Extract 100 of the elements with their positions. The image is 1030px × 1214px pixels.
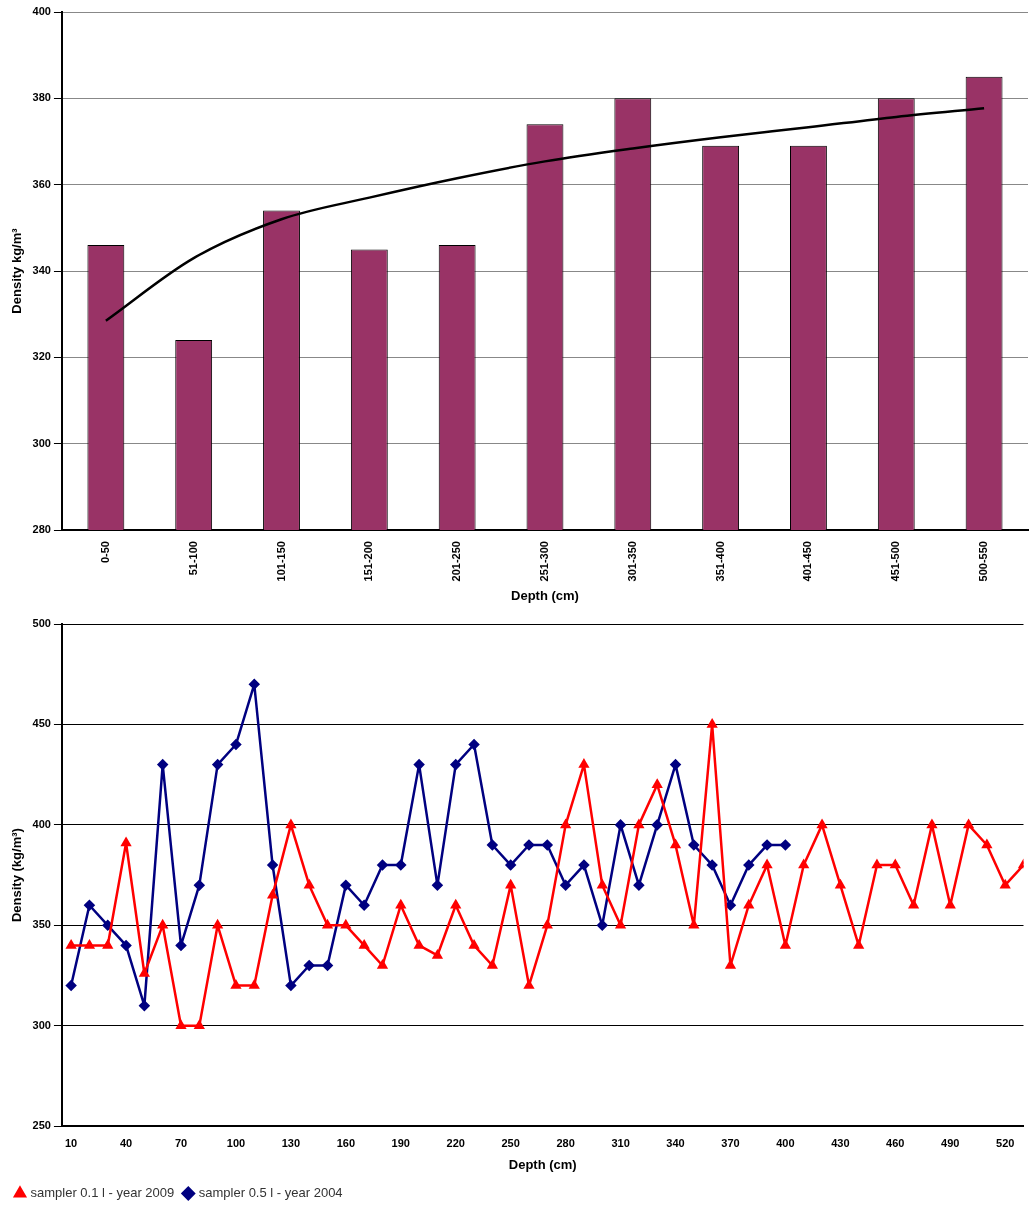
legend-label: sampler 0.5 l - year 2004 bbox=[198, 1185, 343, 1201]
legend-label: sampler 0.1 l - year 2009 bbox=[30, 1185, 175, 1201]
point bbox=[249, 980, 259, 989]
x-tick-label: 301-350 bbox=[625, 541, 638, 582]
x-tick-label: 340 bbox=[666, 1136, 685, 1149]
point bbox=[524, 980, 534, 989]
x-tick-label: 280 bbox=[556, 1136, 575, 1149]
point bbox=[799, 859, 809, 869]
point bbox=[908, 899, 919, 909]
point bbox=[542, 839, 553, 851]
point bbox=[725, 899, 736, 911]
y-tick-label: 280 bbox=[32, 523, 51, 536]
x-tick-label: 401-450 bbox=[801, 541, 814, 582]
point bbox=[651, 819, 663, 831]
point bbox=[359, 940, 369, 949]
x-tick-label: 130 bbox=[281, 1136, 301, 1149]
x-tick-label: 500-550 bbox=[977, 541, 990, 582]
point bbox=[706, 859, 718, 871]
x-tick-label: 351-400 bbox=[713, 541, 726, 582]
x-tick-label: 100 bbox=[226, 1136, 246, 1149]
point bbox=[194, 1020, 205, 1030]
point bbox=[725, 960, 736, 969]
point bbox=[890, 859, 901, 869]
point bbox=[249, 679, 260, 690]
point bbox=[597, 879, 607, 889]
x-tick-label: 201-250 bbox=[450, 541, 463, 582]
point bbox=[285, 980, 297, 991]
point bbox=[578, 859, 590, 871]
point bbox=[762, 859, 772, 869]
point bbox=[66, 940, 76, 949]
point bbox=[542, 920, 553, 929]
point bbox=[817, 819, 827, 829]
y-tick-label: 250 bbox=[32, 1119, 51, 1132]
point bbox=[102, 920, 113, 931]
point bbox=[963, 819, 974, 829]
y-tick-label: 300 bbox=[32, 1018, 51, 1031]
point bbox=[615, 819, 626, 831]
point bbox=[487, 960, 498, 969]
x-tick-label: 10 bbox=[64, 1136, 78, 1149]
point bbox=[780, 940, 791, 949]
point bbox=[139, 968, 150, 977]
point bbox=[615, 920, 626, 929]
point bbox=[194, 879, 205, 891]
point bbox=[468, 739, 480, 750]
point bbox=[267, 889, 278, 899]
point bbox=[139, 1000, 150, 1011]
point bbox=[945, 899, 955, 909]
point bbox=[121, 837, 131, 847]
x-tick-label: 70 bbox=[174, 1136, 188, 1149]
point bbox=[120, 940, 132, 951]
point bbox=[377, 960, 388, 969]
y-tick-label: 320 bbox=[32, 350, 51, 363]
point bbox=[761, 839, 773, 851]
point bbox=[176, 1020, 186, 1030]
point bbox=[340, 879, 352, 891]
x-tick-label: 460 bbox=[886, 1136, 905, 1149]
y-tick-label: 400 bbox=[32, 5, 51, 18]
point bbox=[780, 839, 791, 851]
point bbox=[633, 879, 645, 891]
y-tick-label: 380 bbox=[32, 91, 51, 104]
x-tick-label: 40 bbox=[119, 1136, 133, 1149]
point bbox=[670, 759, 681, 770]
point bbox=[230, 739, 242, 750]
x-tick-label: 160 bbox=[336, 1136, 356, 1149]
point bbox=[175, 940, 187, 951]
point bbox=[707, 719, 717, 728]
point bbox=[212, 759, 223, 770]
point bbox=[65, 980, 77, 991]
point bbox=[560, 819, 571, 829]
point bbox=[103, 940, 113, 949]
point bbox=[358, 899, 370, 911]
x-tick-label: 490 bbox=[941, 1136, 960, 1149]
point bbox=[432, 950, 443, 959]
point bbox=[469, 940, 479, 949]
x-axis-title: Depth (cm) bbox=[511, 587, 579, 603]
point bbox=[451, 899, 461, 909]
y-axis-title: Density kg/m³ bbox=[9, 227, 25, 314]
point bbox=[157, 759, 168, 770]
x-axis-title: Depth (cm) bbox=[508, 1156, 577, 1172]
y-axis-title: Density (kg/m³) bbox=[9, 828, 25, 923]
point bbox=[523, 839, 535, 851]
x-tick-label: 0-50 bbox=[98, 541, 111, 564]
point bbox=[267, 859, 278, 871]
point bbox=[982, 839, 992, 849]
point bbox=[396, 899, 406, 909]
x-tick-label: 370 bbox=[721, 1136, 740, 1149]
point bbox=[84, 940, 95, 949]
x-tick-label: 310 bbox=[611, 1136, 630, 1149]
x-tick-label: 520 bbox=[996, 1136, 1015, 1149]
y-tick-label: 300 bbox=[32, 436, 51, 449]
point bbox=[231, 980, 241, 989]
point bbox=[744, 899, 754, 909]
y-tick-label: 360 bbox=[32, 177, 51, 190]
point bbox=[835, 879, 846, 889]
point bbox=[597, 920, 608, 931]
point bbox=[670, 839, 681, 849]
x-tick-label: 151-200 bbox=[362, 541, 375, 582]
point bbox=[853, 940, 864, 949]
point bbox=[286, 819, 296, 829]
point bbox=[414, 940, 424, 949]
